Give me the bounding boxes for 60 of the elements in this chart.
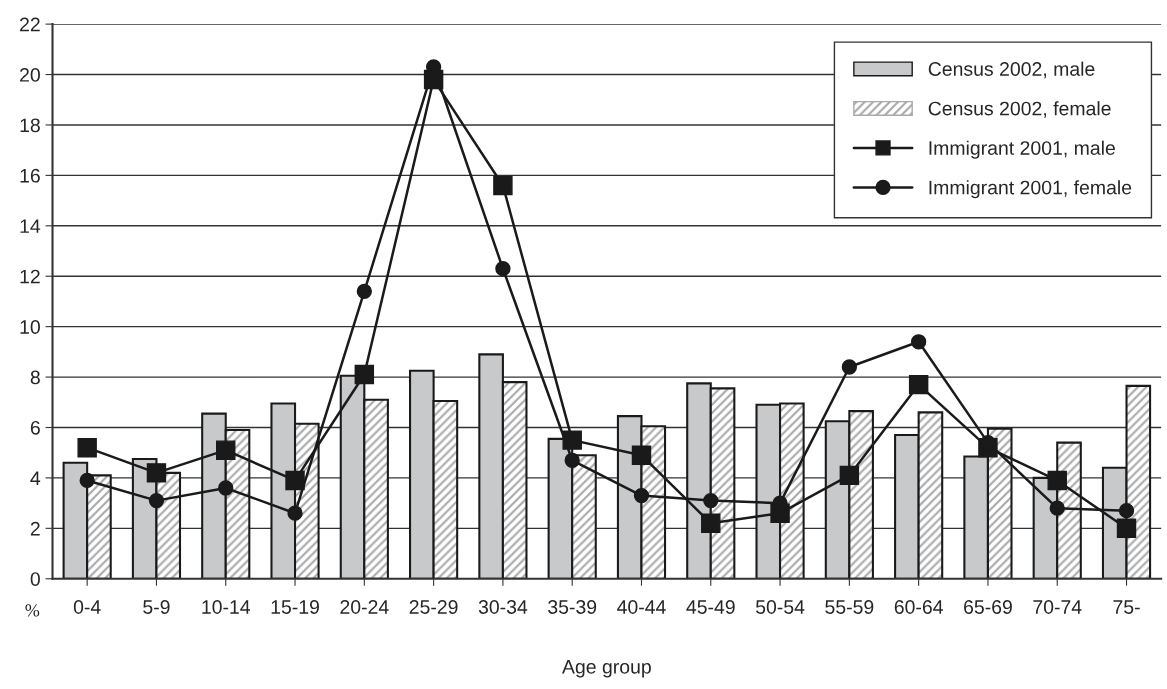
x-tick-label: 70-74 bbox=[1033, 600, 1082, 614]
point bbox=[1118, 503, 1135, 519]
point bbox=[911, 334, 927, 350]
legend-label: Immigrant 2001, male bbox=[929, 140, 1115, 159]
point bbox=[354, 364, 375, 385]
x-tick-label: 10-14 bbox=[202, 600, 251, 614]
point bbox=[1116, 518, 1137, 539]
x-tick-label: 20-24 bbox=[340, 600, 389, 614]
y-tick-label: 12 bbox=[20, 269, 40, 284]
point bbox=[562, 430, 582, 450]
x-tick-label: 50-54 bbox=[755, 600, 805, 614]
legend-label: Immigrant 2001, female bbox=[929, 180, 1132, 199]
legend-label: Census 2002, male bbox=[928, 61, 1095, 79]
point bbox=[77, 437, 97, 458]
point bbox=[79, 472, 95, 489]
y-axis-title: % bbox=[25, 604, 40, 617]
point bbox=[495, 261, 511, 277]
x-tick-label: 75- bbox=[1113, 600, 1140, 614]
point bbox=[285, 470, 305, 491]
y-tick-label: 2 bbox=[30, 521, 40, 536]
point bbox=[701, 513, 721, 534]
x-tick-label: 55-59 bbox=[825, 600, 874, 614]
x-tick-label: 30-34 bbox=[478, 600, 528, 614]
x-tick-label: 60-64 bbox=[894, 600, 943, 614]
point bbox=[356, 283, 372, 299]
point bbox=[216, 440, 236, 460]
x-tick-label: 35-39 bbox=[548, 600, 597, 614]
x-tick-label: 40-44 bbox=[617, 600, 666, 614]
point bbox=[633, 487, 650, 504]
y-tick-label: 0 bbox=[30, 572, 40, 586]
x-tick-label: 0-4 bbox=[73, 600, 101, 614]
point bbox=[1049, 500, 1065, 516]
x-tick-label: 5-9 bbox=[143, 600, 170, 614]
point bbox=[631, 445, 652, 465]
y-tick-label: 10 bbox=[20, 320, 40, 334]
x-axis-title: Age group bbox=[562, 660, 651, 678]
x-tick-label: 15-19 bbox=[271, 600, 319, 614]
point bbox=[287, 505, 303, 521]
y-tick-label: 16 bbox=[20, 168, 40, 183]
x-tick-label: 25-29 bbox=[409, 600, 458, 614]
point bbox=[841, 359, 857, 375]
x-tick-label: 45-49 bbox=[686, 600, 735, 614]
point bbox=[493, 175, 513, 196]
y-tick-label: 6 bbox=[30, 420, 40, 435]
point bbox=[1047, 470, 1067, 491]
point bbox=[148, 492, 165, 509]
y-tick-label: 18 bbox=[20, 118, 40, 133]
point bbox=[218, 480, 234, 496]
x-tick-label: 65-69 bbox=[964, 600, 1012, 614]
y-tick-label: 4 bbox=[30, 471, 41, 485]
point bbox=[703, 492, 719, 509]
point bbox=[908, 374, 929, 395]
y-tick-label: 14 bbox=[20, 219, 41, 233]
y-tick-label: 20 bbox=[20, 68, 40, 82]
y-tick-label: 8 bbox=[30, 370, 40, 385]
legend-label: Census 2002, female bbox=[928, 101, 1111, 118]
point bbox=[146, 463, 167, 483]
y-tick-label: 22 bbox=[20, 17, 40, 32]
point bbox=[564, 452, 580, 468]
point bbox=[839, 465, 860, 486]
